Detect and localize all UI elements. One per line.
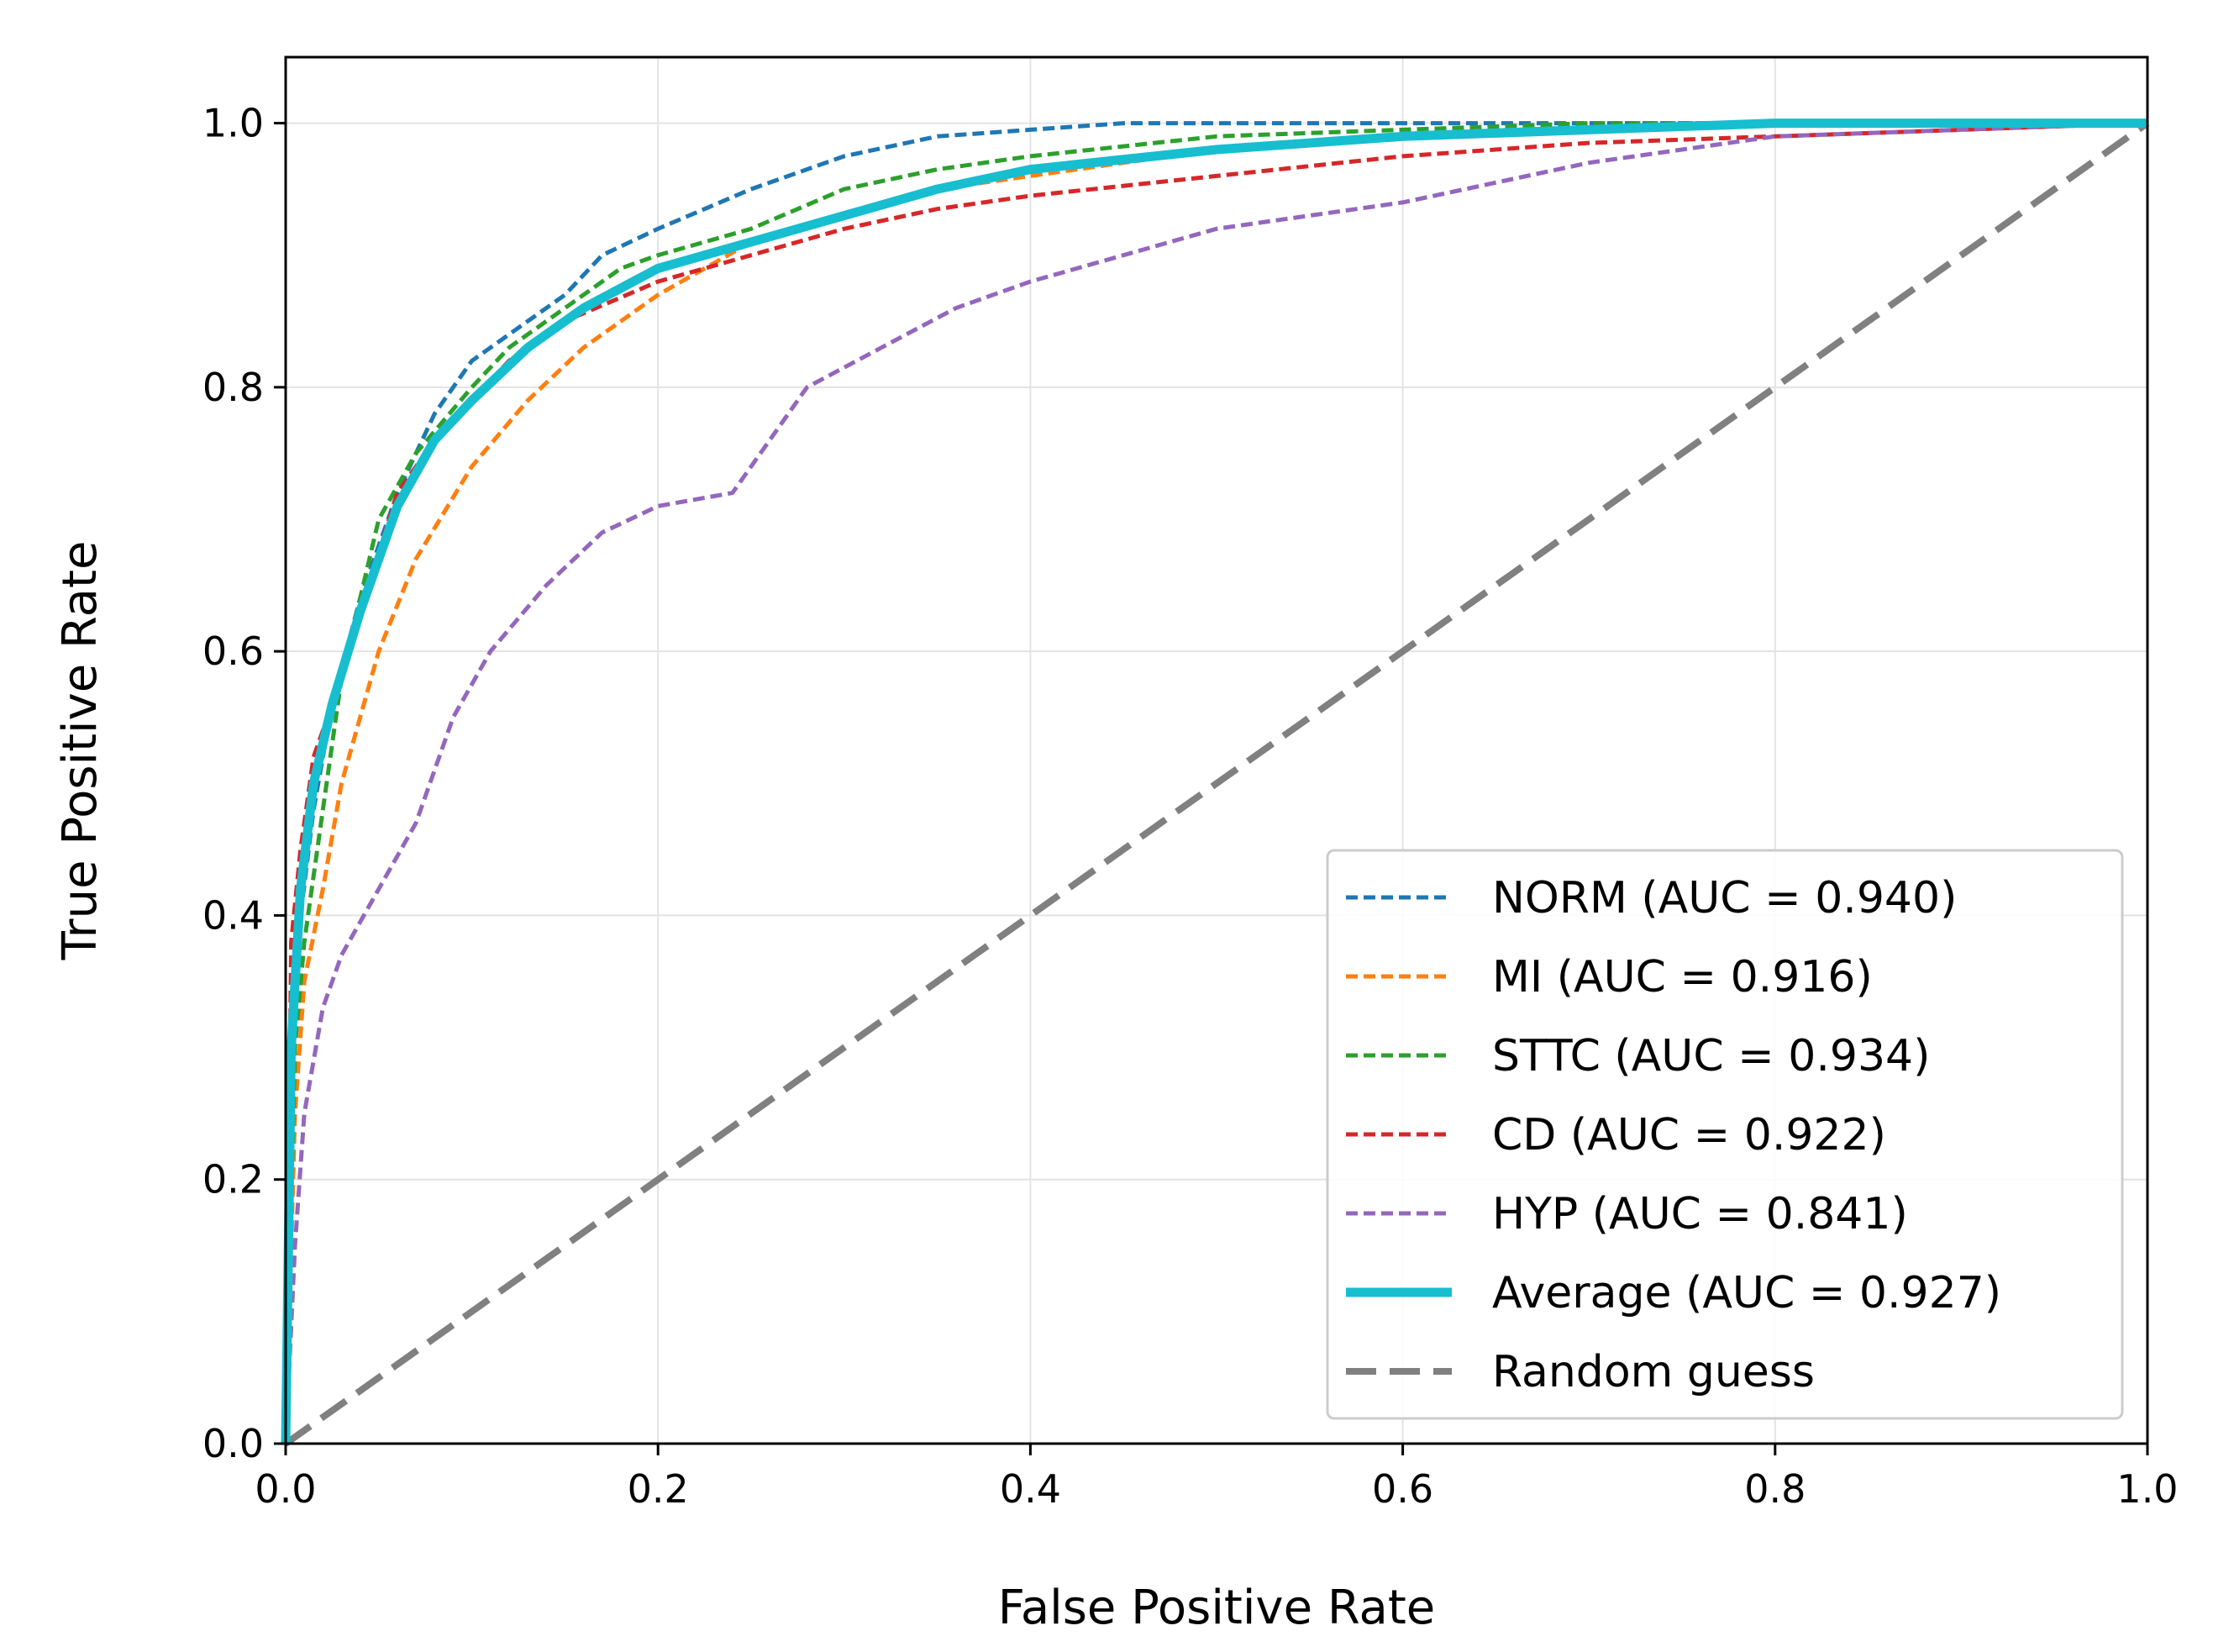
- legend-label: Average (AUC = 0.927): [1492, 1268, 2001, 1318]
- series-group: [281, 118, 2150, 1447]
- y-tick-label: 1.0: [202, 101, 264, 146]
- series-line-2: [283, 121, 2147, 1444]
- legend-label: Random guess: [1492, 1347, 1815, 1397]
- legend-label: CD (AUC = 0.922): [1492, 1110, 1886, 1160]
- y-axis-ticks: 0.0 0.2 0.4 0.6 0.8 1.0: [202, 101, 286, 1466]
- plot-frame: [284, 55, 2149, 1445]
- series-line-5: [281, 118, 2147, 1444]
- y-tick-label: 0.2: [202, 1157, 264, 1202]
- y-tick-label: 0.8: [202, 365, 264, 410]
- x-tick-label: 0.0: [255, 1466, 316, 1512]
- x-tick-label: 0.4: [1000, 1466, 1061, 1512]
- legend-label: NORM (AUC = 0.940): [1492, 873, 1957, 923]
- x-tick-label: 0.2: [628, 1466, 689, 1512]
- x-axis-label: False Positive Rate: [998, 1581, 1435, 1635]
- series-line-6: [283, 120, 2150, 1447]
- legend-label: MI (AUC = 0.916): [1492, 952, 1873, 1002]
- y-tick-label: 0.4: [202, 892, 264, 938]
- legend-label: HYP (AUC = 0.841): [1492, 1189, 1908, 1239]
- y-axis-label: True Positive Rate: [53, 541, 108, 961]
- legend: NORM (AUC = 0.940) MI (AUC = 0.916) STTC (…: [1326, 849, 2124, 1420]
- x-tick-label: 0.6: [1372, 1466, 1433, 1512]
- legend-label: STTC (AUC = 0.934): [1492, 1031, 1930, 1081]
- x-axis-ticks: 0.0 0.2 0.4 0.6 0.8 1.0: [255, 1444, 2179, 1512]
- y-tick-label: 0.6: [202, 629, 264, 674]
- legend-box: [1326, 849, 2124, 1420]
- y-tick-label: 0.0: [202, 1421, 264, 1466]
- series-line-4: [283, 121, 2148, 1444]
- x-tick-label: 1.0: [2116, 1466, 2178, 1512]
- x-tick-label: 0.8: [1744, 1466, 1806, 1512]
